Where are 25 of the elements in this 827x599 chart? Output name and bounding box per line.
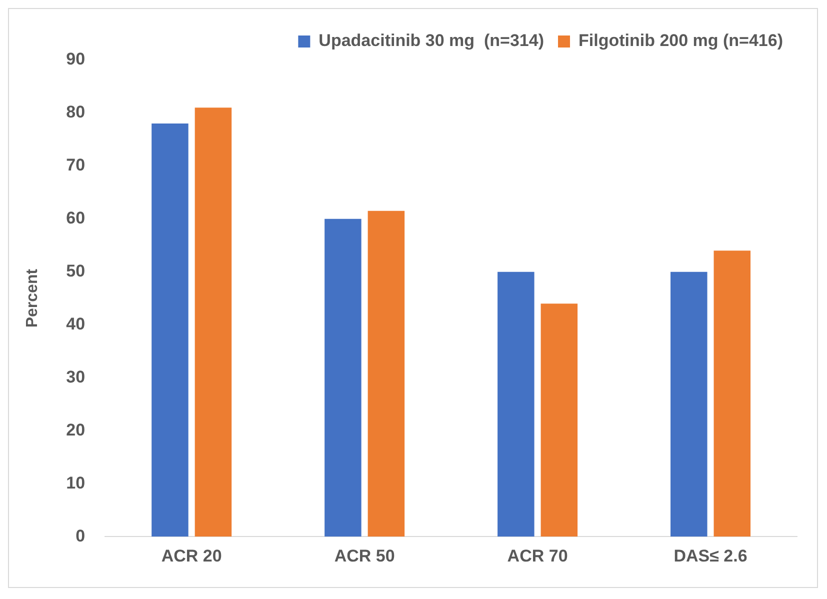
legend-label: Filgotinib 200 mg (n=416) [578,31,784,50]
x-tick-label: ACR 20 [161,546,222,566]
y-tick-label: 70 [66,156,86,175]
y-tick-label: 10 [66,473,86,492]
x-tick-label: ACR 50 [334,546,395,566]
y-tick-label: 80 [66,102,86,122]
bar [194,108,232,537]
y-tick-label: 90 [66,50,86,69]
legend-label: Upadacitinib 30 mg (n=314) [318,31,544,50]
x-tick-label: DAS≤ 2.6 [674,546,748,566]
bar [714,250,751,537]
y-tick-label: 50 [66,262,86,281]
bar [498,272,534,537]
bar [540,304,578,537]
bar [324,218,362,537]
y-axis-title: Percent [24,268,42,328]
y-tick-label: 40 [66,314,86,334]
y-tick-label: 30 [66,367,86,386]
y-tick-label: 60 [66,208,86,228]
bar [670,272,708,537]
bar [368,210,405,537]
bar [152,124,188,537]
x-tick-label: ACR 70 [507,546,568,566]
y-tick-label: 20 [66,420,86,440]
y-tick-label: 0 [76,526,86,546]
